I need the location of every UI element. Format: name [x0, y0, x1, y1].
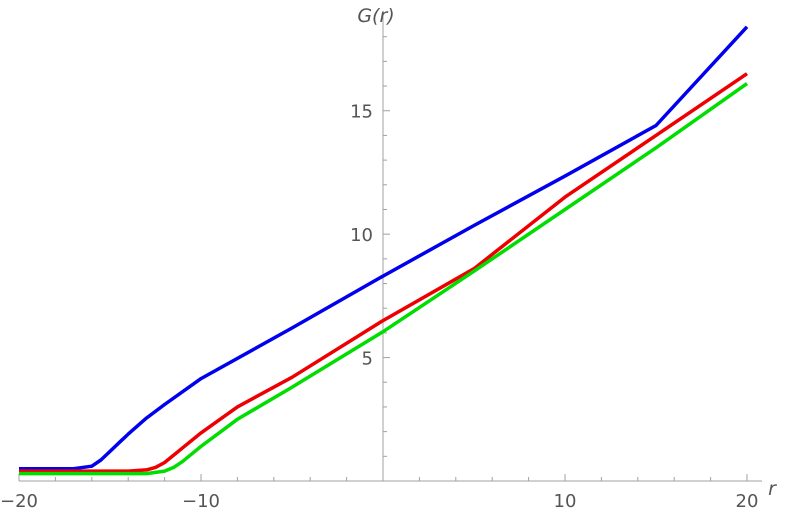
axes	[19, 12, 762, 482]
series-layer	[19, 25, 749, 476]
series-line-3	[19, 82, 749, 476]
y-tick-label: 10	[350, 225, 373, 246]
y-tick-label: 5	[362, 349, 373, 370]
x-tick-label: −20	[0, 491, 38, 512]
x-tick-label: 10	[554, 491, 577, 512]
x-tick-label: −10	[182, 491, 220, 512]
ticks: −20 −10 10 20 5 10 15	[0, 36, 759, 512]
y-axis-label: G(r)	[357, 5, 394, 27]
y-tick-label: 15	[350, 102, 373, 123]
x-tick-label: 20	[736, 491, 759, 512]
series-line-2	[19, 72, 748, 473]
x-axis-label: r	[768, 478, 777, 500]
series-line-1	[19, 25, 749, 471]
